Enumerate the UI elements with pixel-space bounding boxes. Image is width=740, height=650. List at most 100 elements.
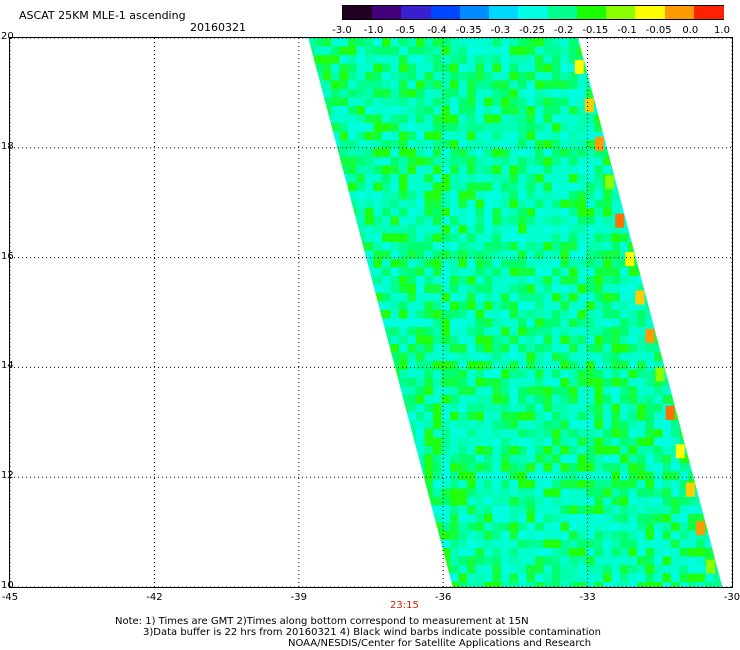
swath-cell bbox=[620, 148, 630, 158]
swath-cell bbox=[416, 225, 426, 235]
swath-cell bbox=[594, 123, 604, 133]
swath-cell bbox=[518, 208, 528, 218]
swath-cell bbox=[322, 114, 332, 124]
swath-cell bbox=[475, 284, 485, 294]
swath-cell bbox=[339, 335, 349, 345]
swath-cell bbox=[560, 55, 570, 65]
swath-cell bbox=[289, 514, 298, 523]
swath-cell bbox=[331, 361, 341, 371]
swath-cell bbox=[450, 378, 460, 388]
swath-cell bbox=[433, 259, 443, 269]
swath-cell bbox=[628, 412, 638, 422]
swath-cell bbox=[611, 429, 621, 439]
swath-cell bbox=[289, 344, 298, 353]
swath-cell bbox=[637, 395, 647, 405]
swath-cell bbox=[518, 250, 528, 260]
swath-cell bbox=[441, 463, 451, 473]
swath-cell bbox=[475, 395, 485, 405]
swath-cell bbox=[577, 157, 587, 167]
swath-cell bbox=[433, 548, 443, 558]
swath-cell bbox=[322, 480, 332, 490]
swath-cell bbox=[416, 216, 426, 226]
swath-cell bbox=[611, 505, 621, 515]
swath-cell bbox=[322, 131, 332, 141]
swath-cell bbox=[308, 310, 315, 320]
swath-cell bbox=[424, 72, 434, 82]
swath-cell bbox=[552, 327, 562, 337]
swath-cell bbox=[535, 480, 545, 490]
swath-cell bbox=[679, 548, 689, 558]
swath-cell bbox=[280, 378, 289, 387]
swath-cell bbox=[416, 38, 426, 48]
swath-cell bbox=[297, 540, 306, 549]
swath-cell bbox=[560, 327, 570, 337]
swath-cell bbox=[322, 250, 332, 260]
swath-cell bbox=[620, 55, 630, 65]
swath-cell bbox=[696, 395, 706, 405]
swath-cell bbox=[645, 55, 655, 65]
swath-cell bbox=[373, 140, 383, 150]
swath-cell bbox=[339, 420, 349, 430]
swath-cell bbox=[526, 539, 536, 549]
swath-cell bbox=[467, 352, 477, 362]
swath-cell bbox=[322, 454, 332, 464]
swath-cell bbox=[628, 582, 638, 587]
swath-cell bbox=[654, 556, 664, 566]
swath-cell bbox=[280, 140, 289, 149]
swath-cell bbox=[509, 208, 519, 218]
swath-cell bbox=[628, 89, 638, 99]
swath-cell bbox=[433, 454, 443, 464]
swath-cell bbox=[671, 412, 681, 422]
swath-cell bbox=[280, 548, 289, 557]
swath-cell bbox=[433, 191, 443, 201]
swath-cell bbox=[628, 267, 638, 277]
swath-cell bbox=[586, 225, 596, 235]
swath-cell bbox=[611, 89, 621, 99]
swath-cell bbox=[688, 174, 698, 184]
swath-cell bbox=[308, 488, 315, 498]
swath-cell bbox=[560, 454, 570, 464]
swath-cell bbox=[662, 497, 672, 507]
swath-cell bbox=[314, 539, 324, 549]
swath-cell bbox=[348, 497, 358, 507]
swath-cell bbox=[569, 437, 579, 447]
swath-cell bbox=[390, 148, 400, 158]
swath-cell bbox=[518, 310, 528, 320]
swath-cell bbox=[314, 46, 324, 56]
swath-cell bbox=[407, 437, 417, 447]
swath-cell bbox=[569, 488, 579, 498]
swath-cell bbox=[577, 488, 587, 498]
swath-cell bbox=[501, 352, 511, 362]
swath-cell bbox=[620, 454, 630, 464]
swath-cell bbox=[705, 446, 715, 456]
swath-cell bbox=[297, 200, 306, 209]
swath-cell bbox=[654, 284, 664, 294]
swath-cell bbox=[390, 106, 400, 116]
swath-cell bbox=[339, 488, 349, 498]
swath-cell bbox=[289, 319, 298, 328]
swath-cell bbox=[611, 157, 621, 167]
swath-cell bbox=[475, 361, 485, 371]
swath-cell bbox=[365, 123, 375, 133]
swath-cell bbox=[518, 157, 528, 167]
swath-cell bbox=[688, 437, 698, 447]
swath-cell bbox=[518, 55, 528, 65]
swath-cell bbox=[535, 46, 545, 56]
swath-cell bbox=[586, 582, 596, 587]
swath-cell bbox=[441, 89, 451, 99]
swath-cell bbox=[390, 327, 400, 337]
swath-cell bbox=[424, 250, 434, 260]
swath-cell bbox=[390, 369, 400, 379]
swath-cell bbox=[654, 208, 664, 218]
swath-cell bbox=[416, 480, 426, 490]
swath-cell bbox=[526, 565, 536, 575]
swath-cell bbox=[552, 259, 562, 269]
swath-cell bbox=[382, 284, 392, 294]
swath-cell bbox=[696, 454, 706, 464]
swath-cell bbox=[382, 225, 392, 235]
swath-cell bbox=[705, 276, 715, 286]
swath-cell bbox=[407, 191, 417, 201]
swath-cell bbox=[475, 174, 485, 184]
swath-cell bbox=[586, 327, 596, 337]
swath-cell bbox=[492, 539, 502, 549]
